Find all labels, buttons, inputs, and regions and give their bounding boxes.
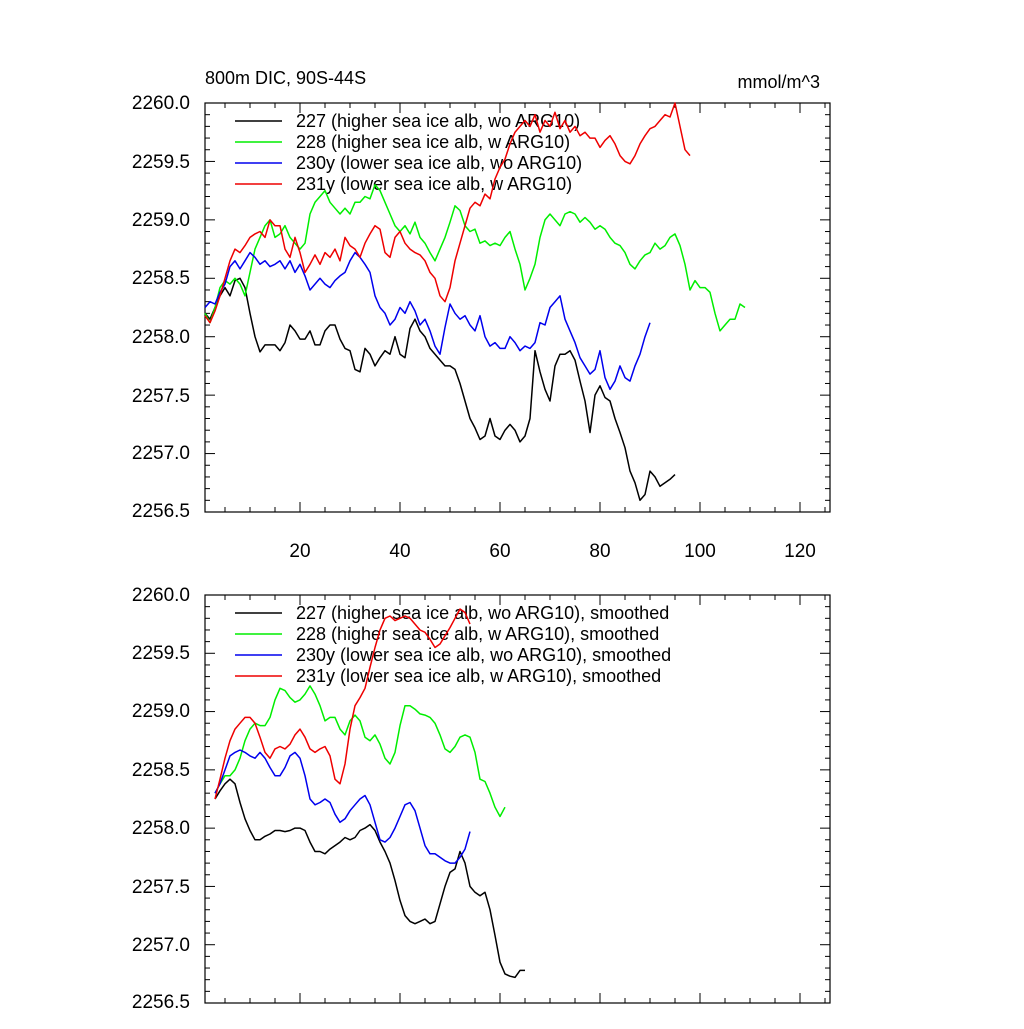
y-tick-label: 2258.5: [132, 760, 190, 781]
legend-label-230y-smoothed: 230y (lower sea ice alb, wo ARG10), smoo…: [296, 645, 671, 665]
series-line-1: [214, 685, 506, 818]
x-tick-label: 60: [489, 541, 510, 562]
y-tick-label: 2258.0: [132, 327, 190, 348]
x-tick-label: 20: [289, 541, 310, 562]
y-tick-label: 2257.0: [132, 935, 190, 956]
chart-title: 800m DIC, 90S-44S: [205, 68, 366, 88]
x-tick-label: 120: [784, 541, 816, 562]
y-tick-label: 2260.0: [132, 585, 190, 606]
plot-frame: [204, 594, 831, 1004]
legend-label-228-smoothed: 228 (higher sea ice alb, w ARG10), smoot…: [296, 624, 659, 644]
series-line-0: [204, 277, 676, 502]
legend-label-231y: 231y (lower sea ice alb, w ARG10): [296, 174, 572, 194]
y-tick-label: 2257.5: [132, 877, 190, 898]
panel-smoothed: 2256.5 2257.0 2257.5 2258.0 2258.5 2259.…: [132, 585, 831, 1013]
y-tick-label: 2257.0: [132, 443, 190, 464]
y-tick-label: 2259.0: [132, 210, 190, 231]
x-tick-label: 100: [684, 541, 716, 562]
series-line-3: [204, 102, 691, 324]
series-line-2: [204, 251, 651, 391]
panel-raw: 800m DIC, 90S-44S mmol/m^3 2256.5 2257.0…: [132, 68, 831, 562]
y-tick-label: 2259.0: [132, 701, 190, 722]
units-label: mmol/m^3: [738, 72, 820, 92]
series-line-2: [214, 749, 471, 864]
legend: 227 (higher sea ice alb, wo ARG10), smoo…: [296, 603, 671, 686]
y-tick-label: 2260.0: [132, 93, 190, 114]
y-tick-label: 2259.5: [132, 152, 190, 173]
legend-label-228: 228 (higher sea ice alb, w ARG10): [296, 132, 570, 152]
y-tick-label: 2258.5: [132, 268, 190, 289]
legend-label-227-smoothed: 227 (higher sea ice alb, wo ARG10), smoo…: [296, 603, 669, 623]
y-tick-label: 2256.5: [132, 992, 190, 1013]
y-tick-label: 2257.5: [132, 386, 190, 407]
y-tick-label: 2256.5: [132, 501, 190, 522]
y-tick-label: 2259.5: [132, 643, 190, 664]
legend-label-230y: 230y (lower sea ice alb, wo ARG10): [296, 153, 582, 173]
y-tick-label: 2258.0: [132, 818, 190, 839]
x-tick-label: 80: [589, 541, 610, 562]
legend-label-231y-smoothed: 231y (lower sea ice alb, w ARG10), smoot…: [296, 666, 661, 686]
legend-label-227: 227 (higher sea ice alb, wo ARG10): [296, 111, 580, 131]
series-line-0: [214, 778, 525, 979]
legend: 227 (higher sea ice alb, wo ARG10) 228 (…: [296, 111, 582, 194]
x-tick-label: 40: [389, 541, 410, 562]
series-line-3: [214, 608, 471, 800]
series-line-1: [204, 184, 746, 332]
